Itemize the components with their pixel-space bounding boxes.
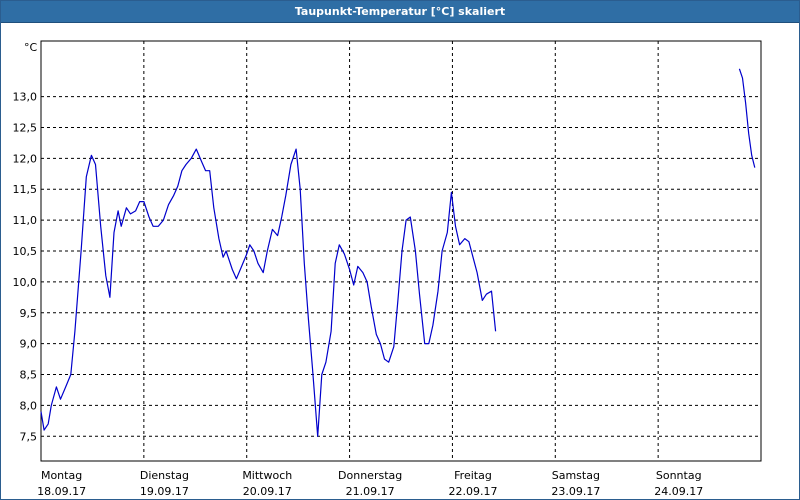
y-tick-label: 11,0 [13,214,38,227]
x-tick-date: 21.09.17 [346,485,395,498]
y-tick-label: 7,5 [20,430,38,443]
x-tick-date: 18.09.17 [37,485,86,498]
tick-labels: 7,5 8,0 8,5 9,0 9,5 10,0 10,5 11,0 11,5 12,0 12,5 1… [13,41,704,498]
x-tick-weekday: Dienstag [140,469,189,482]
y-tick-label: 11,5 [13,183,38,196]
x-tick-weekday: Freitag [454,469,492,482]
series-layer [40,68,756,437]
y-tick-label: 8,5 [20,369,38,382]
series-line-segment-2 [738,68,756,168]
y-tick-label: 9,0 [20,338,38,351]
grid [41,41,761,461]
x-tick-date: 23.09.17 [551,485,600,498]
x-tick-date: 19.09.17 [140,485,189,498]
y-tick-label: 10,0 [13,276,38,289]
x-tick-weekday: Sonntag [656,469,702,482]
x-tick-date: 24.09.17 [654,485,703,498]
axes [40,40,762,462]
y-tick-label: 8,0 [20,399,38,412]
plot-border [40,40,762,462]
y-tick-label: 12,0 [13,152,38,165]
y-axis-unit: °C [24,41,38,54]
x-tick-weekday: Montag [41,469,82,482]
x-tick-weekday: Samstag [552,469,600,482]
x-tick-weekday: Mittwoch [242,469,292,482]
y-tick-label: 12,5 [13,121,38,134]
y-tick-label: 10,5 [13,245,38,258]
y-tick-label: 9,5 [20,307,38,320]
x-tick-weekday: Donnerstag [338,469,402,482]
chart-title: Taupunkt-Temperatur [°C] skaliert [1,1,799,23]
x-tick-date: 20.09.17 [243,485,292,498]
x-tick-date: 22.09.17 [449,485,498,498]
series-line-segment-1 [40,148,497,437]
y-tick-label: 13,0 [13,91,38,104]
